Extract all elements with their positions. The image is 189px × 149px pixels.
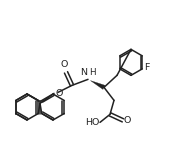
Text: O: O <box>60 60 68 69</box>
Text: H: H <box>89 68 96 77</box>
Text: N: N <box>80 68 87 77</box>
Text: F: F <box>144 63 150 72</box>
Text: O: O <box>124 116 131 125</box>
Text: HO: HO <box>85 118 99 127</box>
Polygon shape <box>90 81 105 89</box>
Text: O: O <box>55 89 62 98</box>
